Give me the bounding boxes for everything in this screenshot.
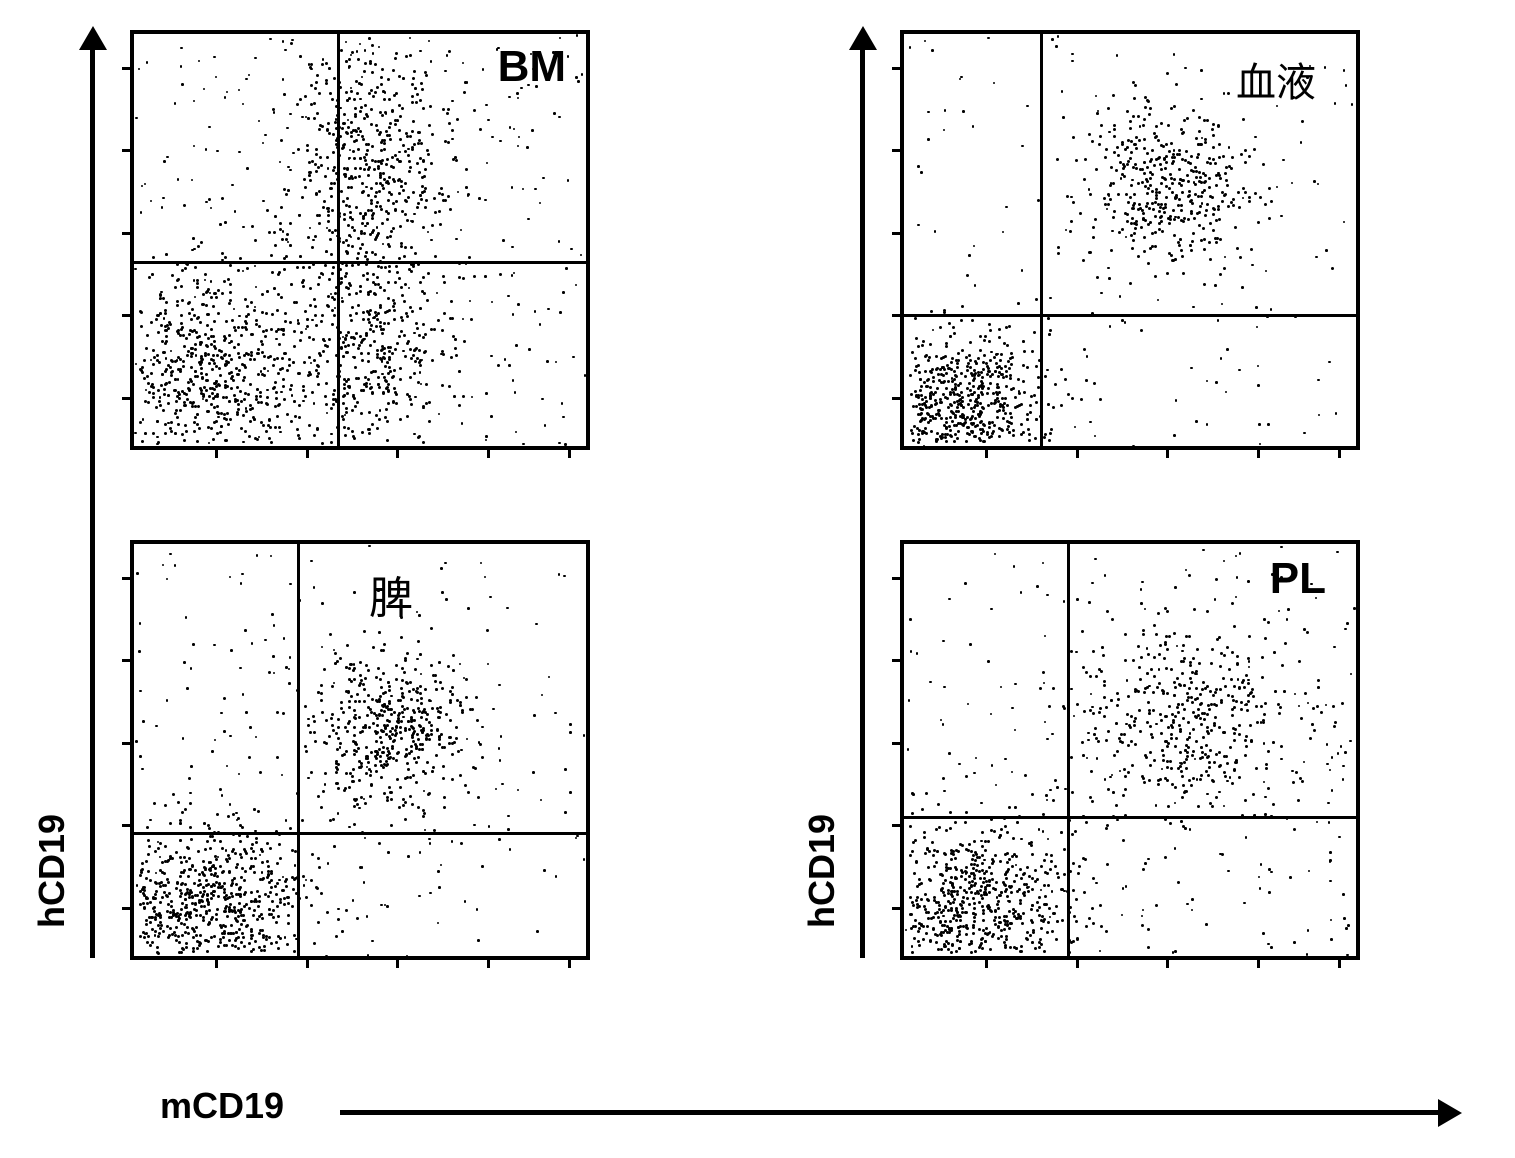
quadrant-hline (904, 314, 1356, 317)
tick-y (892, 149, 904, 152)
tick-x (1076, 956, 1079, 968)
tick-y (122, 314, 134, 317)
tick-y (892, 742, 904, 745)
tick-x (306, 956, 309, 968)
tick-y (122, 67, 134, 70)
panel-title: 血液 (1236, 50, 1316, 108)
tick-x (1166, 446, 1169, 458)
tick-y (892, 577, 904, 580)
y-axis-label-left: hCD19 (31, 814, 73, 928)
tick-x (215, 446, 218, 458)
tick-y (122, 824, 134, 827)
quadrant-vline (1040, 34, 1043, 446)
tick-y (892, 232, 904, 235)
x-axis-arrow (340, 1110, 1440, 1115)
plot-box: PL (900, 540, 1360, 960)
tick-y (122, 577, 134, 580)
x-axis-label: mCD19 (160, 1085, 284, 1127)
tick-x (1338, 446, 1341, 458)
facs-figure: hCD19 hCD19 mCD19 BM 脾 血液 PL (0, 0, 1515, 1158)
tick-y (892, 907, 904, 910)
tick-x (396, 446, 399, 458)
tick-x (487, 446, 490, 458)
tick-x (985, 956, 988, 968)
tick-y (892, 67, 904, 70)
panel-spleen: 脾 (130, 540, 590, 960)
tick-x (1257, 956, 1260, 968)
tick-x (396, 956, 399, 968)
plot-box: 血液 (900, 30, 1360, 450)
quadrant-hline (134, 261, 586, 264)
tick-y (892, 314, 904, 317)
tick-y (122, 742, 134, 745)
panel-title: PL (1270, 554, 1326, 604)
tick-x (1166, 956, 1169, 968)
quadrant-hline (904, 816, 1356, 819)
tick-y (892, 824, 904, 827)
tick-y (892, 659, 904, 662)
quadrant-hline (134, 832, 586, 835)
panel-pl: PL (900, 540, 1360, 960)
tick-y (122, 149, 134, 152)
tick-x (1338, 956, 1341, 968)
y-axis-arrow-right (860, 48, 865, 958)
plot-box: 脾 (130, 540, 590, 960)
tick-x (1076, 446, 1079, 458)
panel-blood: 血液 (900, 30, 1360, 450)
tick-y (122, 659, 134, 662)
tick-x (568, 446, 571, 458)
plot-box: BM (130, 30, 590, 450)
tick-x (306, 446, 309, 458)
tick-x (215, 956, 218, 968)
tick-x (487, 956, 490, 968)
y-axis-label-right: hCD19 (801, 814, 843, 928)
panel-bm: BM (130, 30, 590, 450)
y-axis-arrow-left (90, 48, 95, 958)
tick-y (122, 397, 134, 400)
tick-x (985, 446, 988, 458)
tick-y (122, 232, 134, 235)
tick-x (568, 956, 571, 968)
tick-y (892, 397, 904, 400)
tick-x (1257, 446, 1260, 458)
panel-title: 脾 (369, 562, 413, 626)
panel-title: BM (498, 42, 566, 92)
tick-y (122, 907, 134, 910)
